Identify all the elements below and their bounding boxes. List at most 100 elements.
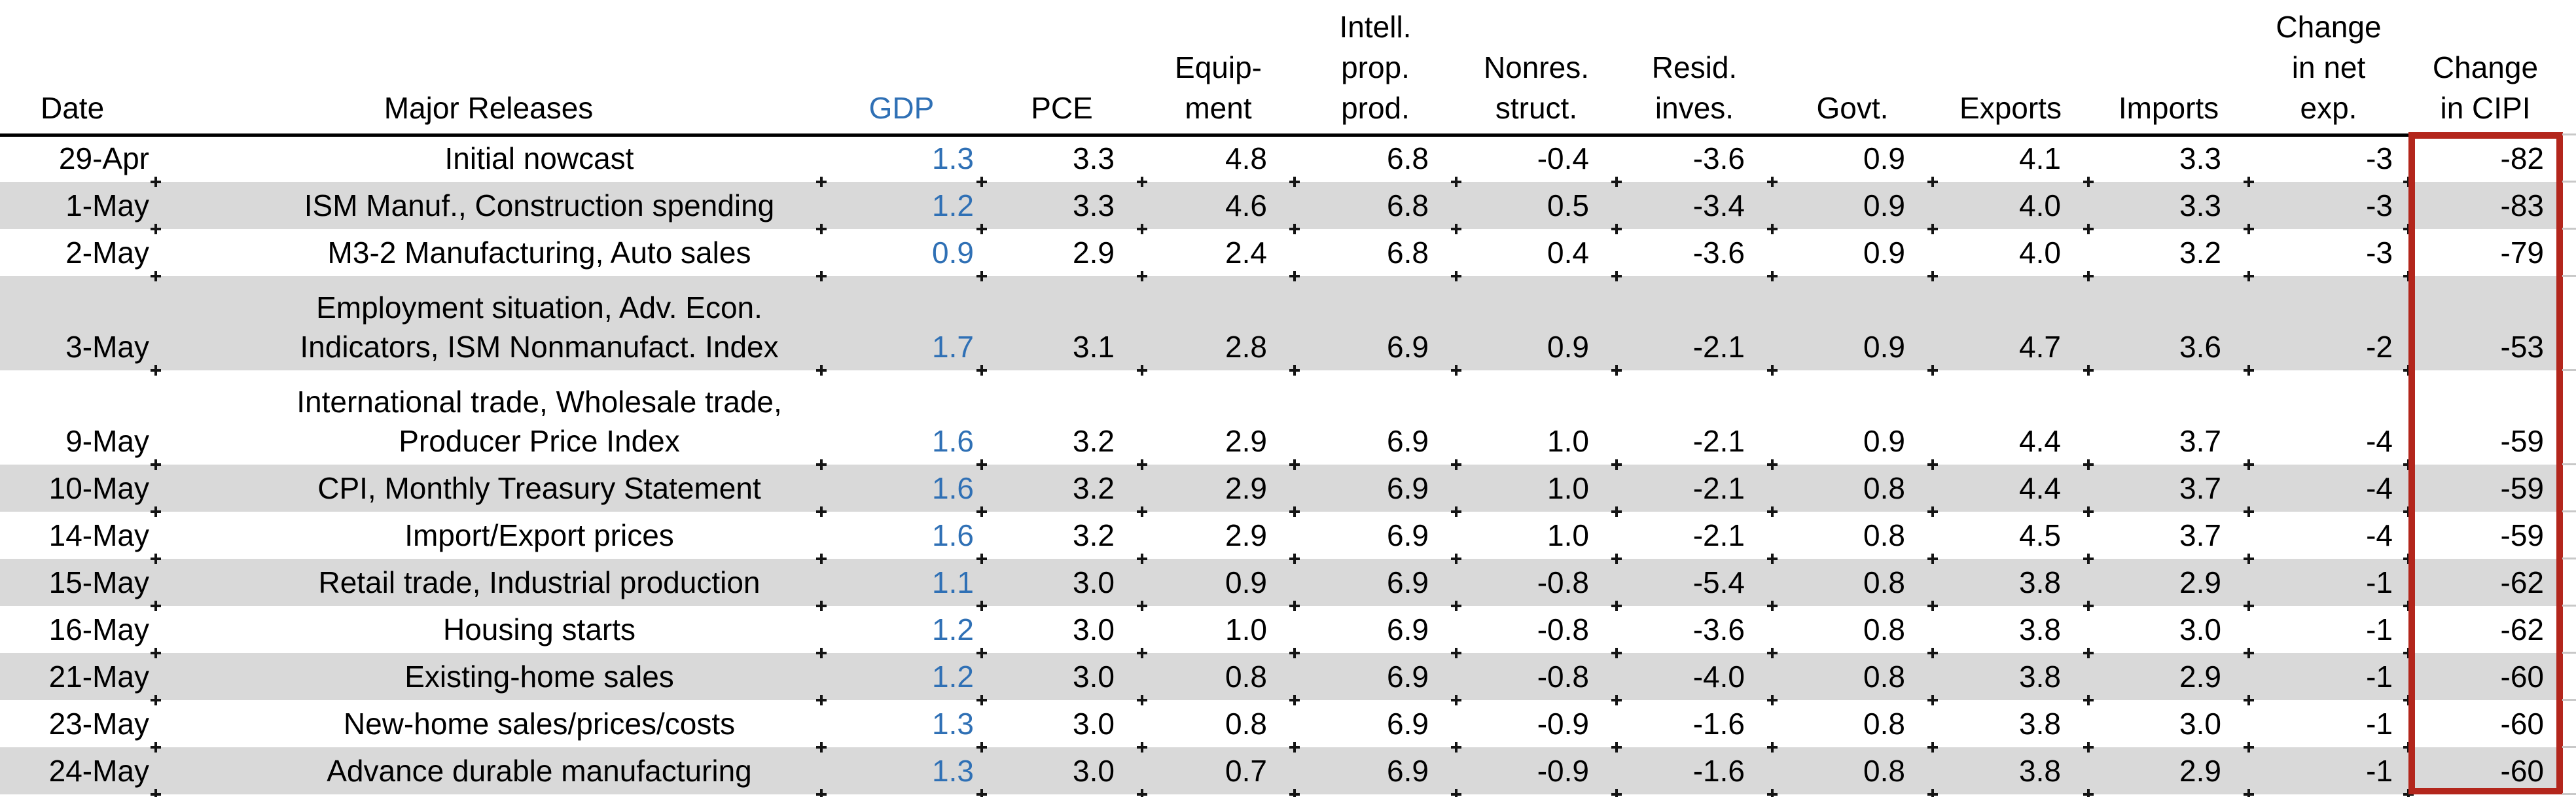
- exports-cell: 4.4: [1933, 465, 2094, 517]
- gdp-cell: 1.2: [821, 182, 987, 234]
- imports-cell: 2.9: [2088, 653, 2254, 705]
- equipment-cell: 1.0: [1142, 606, 1300, 658]
- date-cell: 1-May: [0, 182, 161, 234]
- net_exp-cell: -2: [2249, 276, 2414, 376]
- column-header-pce: PCE: [982, 0, 1142, 137]
- releases-cell: Employment situation, Adv. Econ. Indicat…: [156, 276, 827, 376]
- exports-cell: 3.8: [1933, 700, 2094, 753]
- date-cell: 14-May: [0, 512, 161, 564]
- equipment-cell: 0.7: [1142, 747, 1300, 797]
- net_exp-cell: -4: [2249, 465, 2414, 517]
- imports-cell: 2.9: [2088, 559, 2254, 611]
- row-separator-line: [2562, 181, 2576, 183]
- date-cell: 23-May: [0, 700, 161, 753]
- date-cell: 9-May: [0, 370, 161, 470]
- exports-cell: 3.8: [1933, 747, 2094, 797]
- table-row: 3-May Employment situation, Adv. Econ. In…: [0, 276, 2562, 376]
- imports-cell: 3.6: [2088, 276, 2254, 376]
- resid-cell: -3.6: [1617, 229, 1778, 281]
- exports-cell: 4.4: [1933, 370, 2094, 470]
- net_exp-cell: -1: [2249, 559, 2414, 611]
- pce-cell: 3.0: [982, 606, 1147, 658]
- imports-cell: 3.3: [2088, 182, 2254, 234]
- equipment-cell: 2.8: [1142, 276, 1300, 376]
- imports-cell: 3.7: [2088, 370, 2254, 470]
- table-row: 23-May New-home sales/prices/costs 1.3 3.0 0…: [0, 700, 2562, 753]
- intell-cell: 6.9: [1295, 276, 1461, 376]
- govt-cell: 0.8: [1772, 606, 1938, 658]
- cipi-cell: -60: [2500, 754, 2544, 788]
- intell-cell: 6.9: [1295, 559, 1461, 611]
- row-separator-line: [2562, 699, 2576, 701]
- equipment-cell: 0.9: [1142, 559, 1300, 611]
- nonres-cell: 1.0: [1456, 370, 1622, 470]
- imports-cell: 3.0: [2088, 700, 2254, 753]
- date-cell: 29-Apr: [0, 135, 161, 186]
- pce-cell: 3.0: [982, 559, 1147, 611]
- nonres-cell: -0.8: [1456, 606, 1622, 658]
- table-row: 1-May ISM Manuf., Construction spending 1.…: [0, 182, 2562, 234]
- imports-cell: 3.2: [2088, 229, 2254, 281]
- resid-cell: -4.0: [1617, 653, 1778, 705]
- intell-cell: 6.9: [1295, 653, 1461, 705]
- resid-cell: -3.4: [1617, 182, 1778, 234]
- govt-cell: 0.9: [1772, 135, 1938, 186]
- nonres-cell: 1.0: [1456, 465, 1622, 517]
- equipment-cell: 2.9: [1142, 370, 1300, 470]
- cipi-cell: -60: [2500, 660, 2544, 694]
- table-row: 16-May Housing starts 1.2 3.0 1.0 6.9 -0.8 -3.6…: [0, 606, 2562, 658]
- table-row: 9-May International trade, Wholesale trad…: [0, 370, 2562, 470]
- releases-cell: Retail trade, Industrial production: [156, 559, 827, 611]
- date-cell: 2-May: [0, 229, 161, 281]
- releases-cell: Advance durable manufacturing: [156, 747, 827, 797]
- nonres-cell: 0.4: [1456, 229, 1622, 281]
- row-separator-line: [2562, 605, 2576, 607]
- column-header-date: Date: [0, 0, 156, 137]
- equipment-cell: 2.9: [1142, 512, 1300, 564]
- table-row: 14-May Import/Export prices 1.6 3.2 2.9 6.9 1.…: [0, 512, 2562, 564]
- imports-cell: 3.3: [2088, 135, 2254, 186]
- releases-cell: Import/Export prices: [156, 512, 827, 564]
- cipi-cell: -60: [2500, 707, 2544, 741]
- exports-cell: 4.5: [1933, 512, 2094, 564]
- equipment-cell: 4.6: [1142, 182, 1300, 234]
- gdp-cell: 1.7: [821, 276, 987, 376]
- govt-cell: 0.8: [1772, 700, 1938, 753]
- resid-cell: -5.4: [1617, 559, 1778, 611]
- pce-cell: 3.1: [982, 276, 1147, 376]
- govt-cell: 0.8: [1772, 559, 1938, 611]
- row-separator-line: [2562, 793, 2576, 795]
- releases-cell: International trade, Wholesale trade, Pr…: [156, 370, 827, 470]
- pce-cell: 3.2: [982, 370, 1147, 470]
- column-header-gdp: GDP: [821, 0, 982, 137]
- column-header-govt: Govt.: [1772, 0, 1933, 137]
- gdp-cell: 1.6: [821, 370, 987, 470]
- releases-cell: Initial nowcast: [156, 135, 827, 186]
- column-header-intell: Intell. prop. prod.: [1295, 0, 1456, 137]
- nonres-cell: -0.9: [1456, 747, 1622, 797]
- cipi-cell: -62: [2500, 565, 2544, 599]
- net_exp-cell: -1: [2249, 747, 2414, 797]
- imports-cell: 2.9: [2088, 747, 2254, 797]
- resid-cell: -2.1: [1617, 370, 1778, 470]
- intell-cell: 6.8: [1295, 182, 1461, 234]
- equipment-cell: 2.4: [1142, 229, 1300, 281]
- cipi-cell: -62: [2500, 612, 2544, 646]
- row-separator-line: [2562, 558, 2576, 559]
- column-header-net_exp: Change in net exp.: [2249, 0, 2408, 137]
- row-separator-line: [2562, 746, 2576, 748]
- date-cell: 10-May: [0, 465, 161, 517]
- gdp-cell: 0.9: [821, 229, 987, 281]
- intell-cell: 6.9: [1295, 747, 1461, 797]
- imports-cell: 3.7: [2088, 465, 2254, 517]
- resid-cell: -2.1: [1617, 465, 1778, 517]
- intell-cell: 6.9: [1295, 370, 1461, 470]
- table-row: 21-May Existing-home sales 1.2 3.0 0.8 6.9 -0.…: [0, 653, 2562, 705]
- equipment-cell: 0.8: [1142, 653, 1300, 705]
- imports-cell: 3.0: [2088, 606, 2254, 658]
- header-row: Date Major Releases GDP PCE Equip- ment Intel…: [0, 0, 2562, 137]
- cipi-cell: -59: [2500, 424, 2544, 458]
- exports-cell: 4.0: [1933, 229, 2094, 281]
- govt-cell: 0.9: [1772, 182, 1938, 234]
- table-row: 29-Apr Initial nowcast 1.3 3.3 4.8 6.8 -0.4 -3.…: [0, 135, 2562, 186]
